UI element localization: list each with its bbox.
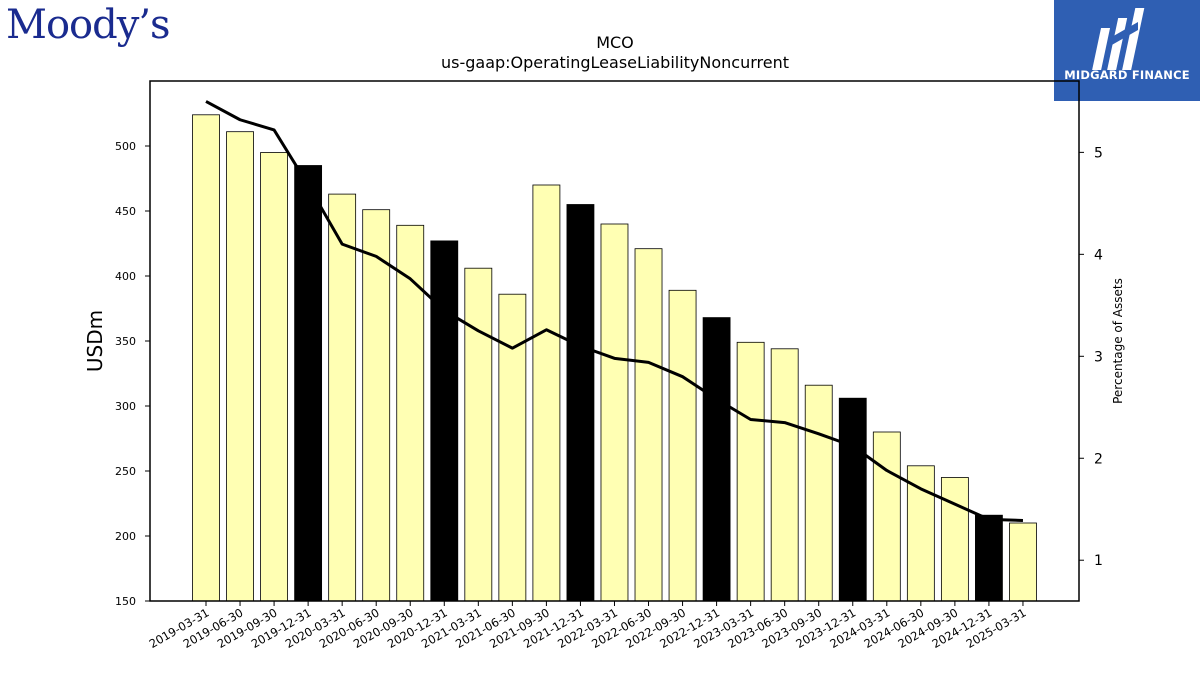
x-axis-ticks: 2019-03-312019-06-302019-09-302019-12-31… <box>147 601 1028 651</box>
bar-2020-03-31 <box>328 193 357 602</box>
bar-2019-09-30 <box>260 152 288 602</box>
y-tick-label: 450 <box>115 205 136 218</box>
chart-subtitle: us-gaap:OperatingLeaseLiabilityNoncurren… <box>441 53 789 72</box>
bar-2024-03-31 <box>872 431 901 602</box>
bar-2023-12-31 <box>838 397 867 602</box>
y-tick-label: 300 <box>115 400 136 413</box>
bar-2022-09-30 <box>668 289 697 602</box>
bar-2024-12-31 <box>975 514 1003 602</box>
bar-2019-12-31 <box>294 165 323 602</box>
y2-tick-label: 4 <box>1094 247 1103 263</box>
y-tick-label: 250 <box>115 465 136 478</box>
midgard-logo-icon <box>1092 8 1145 70</box>
bar-2022-06-30 <box>634 248 663 602</box>
y2-tick-label: 3 <box>1094 349 1103 365</box>
bar-2023-06-30 <box>770 348 799 602</box>
bar-2019-03-31 <box>192 114 220 602</box>
midgard-logo-text: MIDGARD FINANCE <box>1064 68 1190 82</box>
bar-2020-06-30 <box>362 209 391 602</box>
bar-2022-12-31 <box>702 317 731 602</box>
bar-2019-06-30 <box>226 131 254 602</box>
bar-2024-06-30 <box>906 465 935 602</box>
bar-2021-03-31 <box>464 267 493 602</box>
y-tick-label: 350 <box>115 335 136 348</box>
y-tick-label: 400 <box>115 270 136 283</box>
bar-2022-03-31 <box>600 223 629 602</box>
y2-tick-label: 1 <box>1094 553 1103 569</box>
bar-2021-06-30 <box>498 293 527 602</box>
bar-series <box>192 114 1037 602</box>
percentage-line <box>205 100 1024 522</box>
y2-tick-label: 2 <box>1094 451 1103 467</box>
bar-2025-03-31 <box>1009 522 1037 602</box>
bar-2020-12-31 <box>430 240 459 602</box>
chart-title: MCO <box>596 33 634 52</box>
left-axis-ticks: 150 200 250 300 350 400 450 500 <box>115 140 150 608</box>
bar-2021-12-31 <box>566 204 595 602</box>
y-tick-label: 150 <box>115 595 136 608</box>
bar-2023-09-30 <box>804 384 833 602</box>
y2-tick-label: 5 <box>1094 145 1103 161</box>
y-tick-label: 200 <box>115 530 136 543</box>
right-axis-ticks: 1 2 3 4 5 <box>1079 145 1103 569</box>
y-axis-label: USDm <box>83 310 107 372</box>
bar-2021-09-30 <box>532 184 561 602</box>
bar-2023-03-31 <box>736 341 765 602</box>
bar-2024-09-30 <box>940 477 969 602</box>
y2-axis-label: Percentage of Assets <box>1111 278 1125 404</box>
bar-2020-09-30 <box>396 224 425 602</box>
moodys-logo: Moody’s <box>6 2 171 48</box>
y-tick-label: 500 <box>115 140 136 153</box>
